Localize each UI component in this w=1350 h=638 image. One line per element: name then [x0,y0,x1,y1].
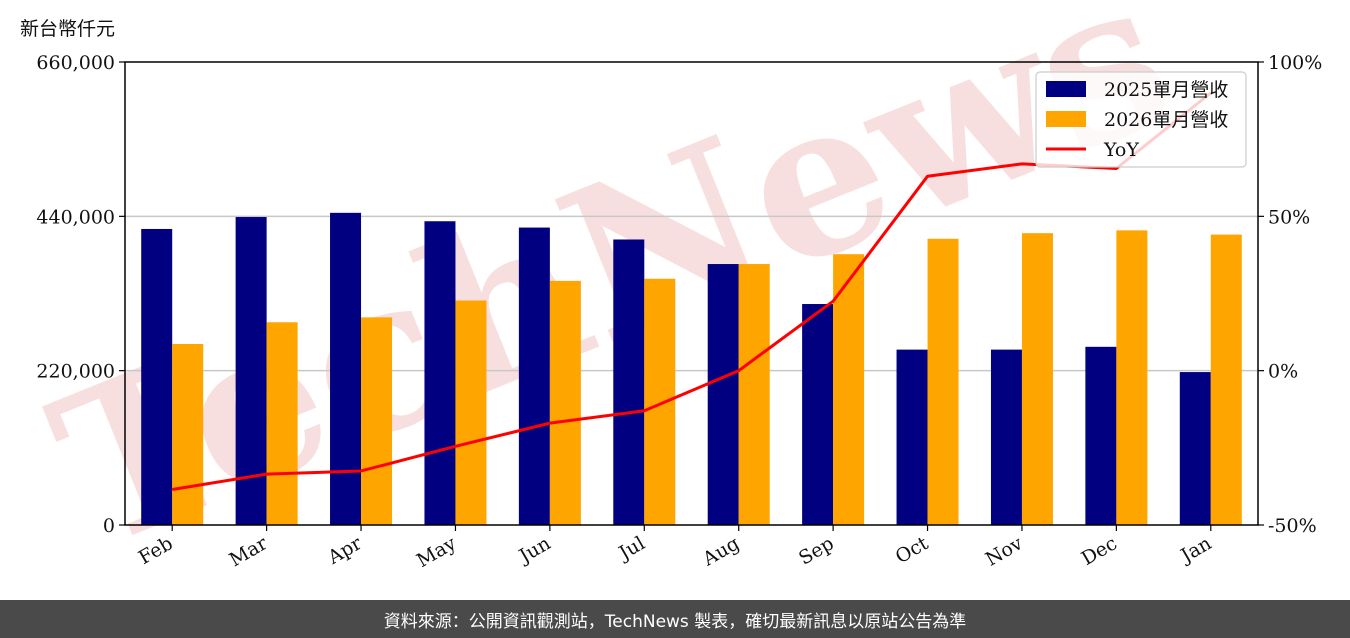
legend-label-0: 2025單月營收 [1104,79,1228,101]
x-tick-label-apr: Apr [323,532,366,569]
y-left-tick-label: 660,000 [36,52,115,74]
bars [141,212,1242,526]
x-tick-label-aug: Aug [698,532,743,571]
x-tick-label-jul: Jul [614,532,649,565]
bar-2025-jul [613,239,645,525]
bar-2025-oct [896,349,928,525]
legend-swatch-1 [1046,111,1086,127]
x-tick-label-may: May [413,532,460,572]
bar-2025-jun [518,227,550,526]
gridlines [125,215,1258,372]
bar-2026-aug [738,264,770,525]
bar-2025-nov [990,349,1022,525]
x-tick-label-jun: Jun [514,532,555,568]
bar-2026-feb [172,344,204,525]
legend-swatch-0 [1046,81,1086,97]
y-axis-unit-label: 新台幣仟元 [20,18,116,40]
y-left-tick-label: 0 [103,515,115,537]
x-tick-label-jan: Jan [1176,532,1216,568]
x-tick-label-oct: Oct [892,532,933,568]
legend-label-2: YoY [1103,139,1139,161]
legend-label-1: 2026單月營收 [1104,109,1228,131]
bar-2026-apr [361,317,393,525]
y-left-tick-label: 440,000 [36,206,115,228]
x-tick-label-sep: Sep [795,532,838,569]
bar-2026-oct [927,238,959,526]
bar-2025-feb [141,228,173,525]
bar-2025-aug [707,264,739,525]
bar-2025-apr [330,212,362,526]
bar-2026-jul [644,278,676,525]
bar-2026-jan [1210,234,1242,525]
bar-2026-jun [549,280,581,525]
bar-2026-dec [1116,230,1148,525]
legend: 2025單月營收 2026單月營收 YoY [1035,71,1247,168]
bar-2025-sep [802,304,834,525]
legend-box [1035,71,1247,168]
bar-2026-may [455,300,487,525]
x-tick-label-nov: Nov [982,532,1027,571]
bar-2026-sep [833,254,865,525]
y-left-tick-label: 220,000 [36,361,115,383]
y-right-tick-label: 50% [1268,206,1310,228]
bar-2025-may [424,221,456,525]
bar-2026-nov [1021,233,1053,526]
y-right-tick-label: 100% [1268,52,1322,74]
revenue-chart: TechNews 0220,000440,000660,000-50%0%50%… [23,0,1322,596]
y-right-tick-label: 0% [1268,361,1298,383]
bar-2025-jan [1179,372,1211,525]
plot-frame [124,61,1259,526]
bar-2025-dec [1085,346,1117,525]
x-tick-label-dec: Dec [1078,532,1121,570]
y-right-tick-label: -50% [1268,515,1317,537]
source-footer: 資料來源：公開資訊觀測站，TechNews 製表，確切最新訊息以原站公告為準 [0,600,1350,638]
bar-2026-mar [266,322,298,525]
